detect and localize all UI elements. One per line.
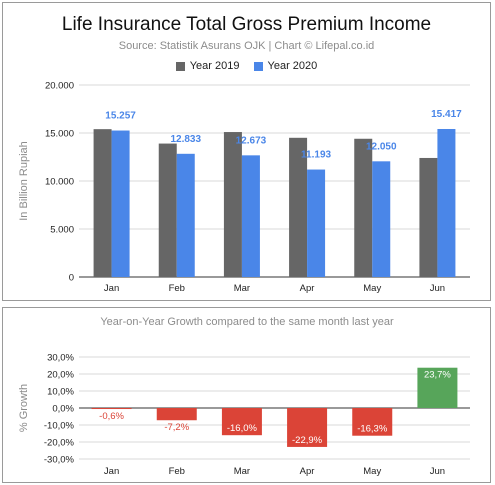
legend-label-2020: Year 2020: [267, 60, 318, 72]
y-tick-label: -30,0%: [44, 455, 75, 466]
bar-data-label: 12.833: [170, 134, 201, 145]
growth-bar: [91, 408, 132, 410]
y-tick-label: 20,0%: [47, 370, 74, 381]
legend-swatch-2020: [253, 61, 263, 71]
growth-bar: [287, 408, 328, 447]
growth-plot: Year-on-Year Growth compared to the same…: [18, 316, 470, 477]
chart-title: Life Insurance Total Gross Premium Incom…: [61, 14, 432, 35]
growth-chart-panel: Year-on-Year Growth compared to the same…: [2, 307, 491, 483]
growth-bar: [221, 408, 262, 436]
bar-data-label: 11.193: [301, 150, 331, 161]
legend-swatch-2019: [175, 61, 185, 71]
premium-income-chart-panel: Life Insurance Total Gross Premium Incom…: [2, 2, 491, 301]
bar-2019: [223, 132, 242, 277]
legend-item-2020: Year 2020: [253, 60, 318, 72]
y-tick-label: 30,0%: [47, 353, 74, 364]
growth-data-label: -16,3%: [357, 424, 388, 435]
bar-2019: [158, 143, 177, 277]
x-tick-label: Jun: [430, 466, 445, 477]
chart-legend: Year 2019 Year 2020: [3, 60, 490, 72]
x-tick-label: Mar: [234, 466, 250, 477]
y-tick-label: -10,0%: [44, 421, 75, 432]
growth-bar: [417, 367, 458, 408]
x-tick-label: Jan: [104, 466, 119, 477]
y-axis-title: In Billion Rupiah: [18, 141, 30, 221]
growth-data-label: -0,6%: [99, 411, 124, 422]
y-tick-label: 0: [69, 273, 74, 284]
x-tick-label: May: [363, 466, 381, 477]
bar-2020: [437, 128, 456, 277]
x-tick-label: Apr: [300, 283, 315, 294]
x-tick-label: Jan: [104, 283, 119, 294]
y-tick-label: 10,0%: [47, 387, 74, 398]
growth-data-label: -7,2%: [164, 422, 189, 433]
growth-data-label: 23,7%: [424, 370, 451, 381]
bar-2019: [93, 129, 112, 277]
legend-item-2019: Year 2019: [175, 60, 240, 72]
bar-2019: [289, 137, 308, 277]
legend-label-2019: Year 2019: [189, 60, 240, 72]
y-tick-label: 20.000: [45, 81, 74, 92]
chart-subtitle: Source: Statistik Asurans OJK | Chart © …: [118, 40, 375, 52]
bar-data-label: 15.417: [431, 109, 462, 120]
bar-2019: [354, 138, 373, 277]
bar-2020: [111, 130, 130, 277]
bar-2020: [176, 153, 195, 277]
growth-data-label: -22,9%: [292, 435, 323, 446]
x-tick-label: Feb: [169, 466, 185, 477]
y-tick-label: 0,0%: [52, 404, 74, 415]
growth-chart-title: Year-on-Year Growth compared to the same…: [100, 316, 394, 328]
bar-2020: [307, 169, 326, 277]
x-tick-label: May: [363, 283, 381, 294]
growth-bar: [352, 408, 393, 436]
x-tick-label: Feb: [169, 283, 185, 294]
x-tick-label: Mar: [234, 283, 250, 294]
bar-data-label: 12.050: [366, 141, 397, 152]
y-tick-label: 5.000: [50, 225, 74, 236]
y-axis-title: % Growth: [18, 384, 30, 432]
x-tick-label: Apr: [300, 466, 315, 477]
bar-data-label: 12.673: [236, 135, 267, 146]
bar-2020: [372, 161, 391, 277]
bar-2019: [419, 157, 438, 277]
bar-data-label: 15.257: [105, 111, 136, 122]
premium-income-plot: 0 5.000 10.000 15.000 20.000 In Billion Rupia…: [18, 81, 470, 294]
y-tick-label: -20,0%: [44, 438, 75, 449]
bar-2020: [241, 155, 260, 277]
y-tick-label: 10.000: [45, 177, 74, 188]
growth-bar: [156, 408, 197, 421]
growth-data-label: -16,0%: [227, 423, 258, 434]
y-tick-label: 15.000: [45, 129, 74, 140]
x-tick-label: Jun: [430, 283, 445, 294]
